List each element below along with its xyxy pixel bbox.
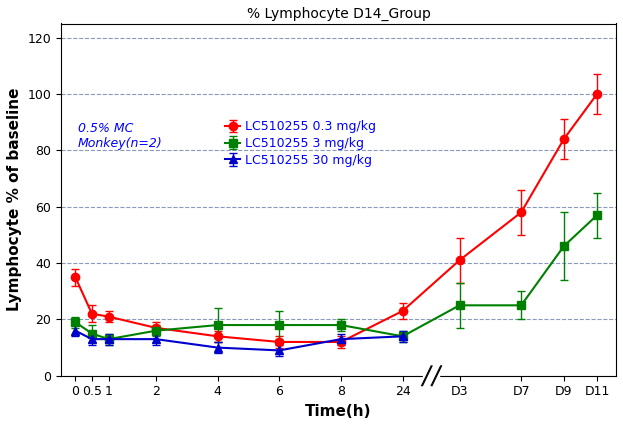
Title: % Lymphocyte D14_Group: % Lymphocyte D14_Group bbox=[247, 7, 430, 21]
Bar bbox=[423, 374, 439, 379]
Legend: LC510255 0.3 mg/kg, LC510255 3 mg/kg, LC510255 30 mg/kg: LC510255 0.3 mg/kg, LC510255 3 mg/kg, LC… bbox=[223, 118, 379, 169]
Y-axis label: Lymphocyte % of baseline: Lymphocyte % of baseline bbox=[7, 88, 22, 311]
X-axis label: Time(h): Time(h) bbox=[305, 404, 372, 419]
Text: 0.5% MC
Monkey(n=2): 0.5% MC Monkey(n=2) bbox=[78, 122, 163, 150]
